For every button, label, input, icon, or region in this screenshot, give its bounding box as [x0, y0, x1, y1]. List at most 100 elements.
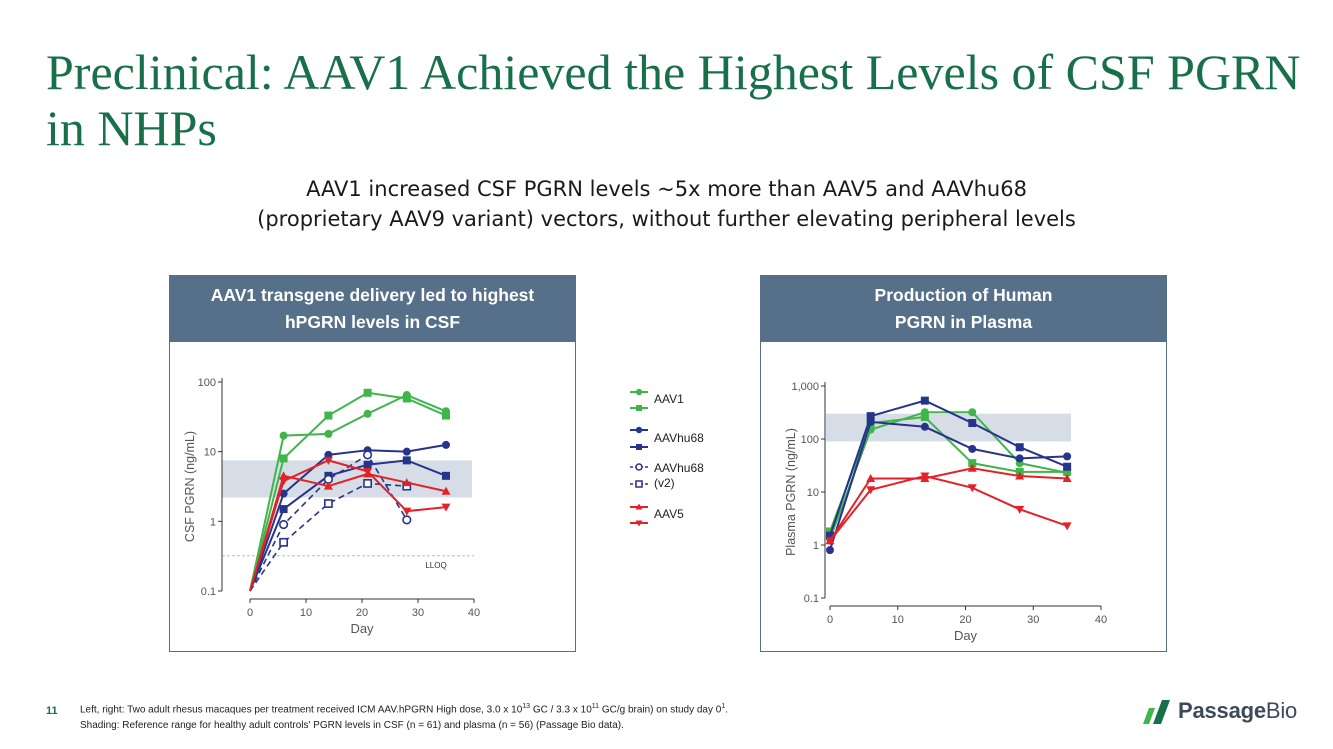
lloq-label: LLOQ — [425, 561, 446, 570]
x-axis-label: Day — [350, 621, 374, 636]
data-point — [402, 507, 412, 516]
y-tick-label: 1,000 — [791, 381, 819, 393]
data-point — [866, 473, 876, 482]
footnote-line-2: Shading: Reference range for healthy adu… — [80, 720, 624, 732]
data-point — [920, 472, 930, 481]
y-tick-label: 100 — [801, 434, 819, 446]
series-line — [249, 472, 447, 592]
data-point — [442, 471, 450, 480]
legend-label-aavhu68: AAVhu68 — [654, 431, 704, 445]
x-tick-label: 30 — [1027, 614, 1039, 626]
data-point — [826, 527, 834, 536]
data-point — [363, 467, 373, 476]
series-line — [829, 420, 1068, 551]
data-point — [402, 394, 411, 403]
legend-aav5-symbols — [630, 503, 648, 527]
data-point — [363, 460, 372, 469]
data-point — [968, 444, 977, 453]
footnote-line-1-d: . — [725, 704, 729, 716]
series-line — [249, 391, 447, 592]
data-point — [967, 484, 977, 493]
csf-chart-panel: AAV1 transgene delivery led to highest h… — [169, 275, 576, 652]
x-tick-label: 0 — [827, 614, 833, 626]
data-point — [279, 454, 288, 463]
data-point — [826, 546, 834, 555]
data-point — [968, 408, 977, 417]
plasma-chart-title-line-1: Production of Human — [874, 285, 1053, 305]
data-point — [968, 459, 977, 468]
csf-chart-header: AAV1 transgene delivery led to highest h… — [170, 276, 575, 342]
data-point — [323, 456, 333, 465]
data-point — [1015, 471, 1025, 480]
data-point — [442, 411, 450, 420]
y-axis-label: CSF PGRN (ng/mL) — [183, 431, 197, 542]
y-tick-label: 10 — [807, 487, 819, 499]
footnote-sup-1: 13 — [522, 703, 531, 710]
slide-title: Preclinical: AAV1 Achieved the Highest L… — [46, 44, 1301, 156]
series-line — [249, 459, 447, 592]
footnote-line-1-b: GC / 3.3 x 10 — [530, 704, 592, 716]
logo-text-passage: Passage — [1178, 698, 1266, 723]
data-point — [1015, 443, 1024, 452]
subtitle-line-1: AAV1 increased CSF PGRN levels ~5x more … — [306, 177, 1027, 201]
page-number: 11 — [46, 705, 58, 717]
data-point — [278, 519, 289, 530]
data-point — [866, 412, 875, 421]
x-tick-label: 20 — [959, 614, 971, 626]
series-line — [249, 393, 447, 592]
data-point — [279, 431, 288, 440]
data-point — [441, 486, 451, 495]
csf-chart-title-line-2: hPGRN levels in CSF — [284, 312, 461, 332]
data-point — [402, 447, 411, 456]
x-tick-label: 0 — [247, 607, 253, 619]
plasma-chart-header: Production of Human PGRN in Plasma — [761, 276, 1166, 342]
x-tick-label: 10 — [892, 614, 904, 626]
series-line — [829, 475, 1068, 542]
data-point — [323, 481, 333, 490]
footnote-line-1-c: GC/g brain) on study day 0 — [599, 704, 722, 716]
data-point — [279, 505, 288, 514]
plasma-chart: 0.1 1 10 100 1,000 0 10 20 30 40 Day Plasma PGRN (n… — [784, 381, 1107, 643]
series-line — [829, 467, 1068, 542]
y-axis-label: Plasma PGRN (ng/mL) — [784, 428, 798, 556]
data-point — [1063, 462, 1072, 471]
data-point — [324, 499, 333, 508]
data-point — [920, 413, 929, 422]
x-tick-label: 40 — [468, 607, 480, 619]
data-point — [324, 429, 333, 438]
y-tick-label: 10 — [204, 447, 216, 459]
data-point — [402, 478, 412, 487]
footnote-sup-2: 11 — [591, 703, 600, 710]
plasma-chart-panel: Production of Human PGRN in Plasma 0.1 1 1… — [760, 275, 1167, 652]
x-axis-label: Day — [954, 628, 978, 643]
y-tick-label: 100 — [198, 377, 216, 389]
data-point — [279, 471, 289, 480]
data-point — [279, 489, 288, 498]
data-point — [363, 479, 372, 488]
data-point — [402, 515, 412, 525]
series-line — [249, 459, 447, 592]
data-point — [324, 411, 333, 420]
csf-chart-title-line-1: AAV1 transgene delivery led to highest — [210, 285, 535, 305]
x-tick-label: 30 — [412, 607, 424, 619]
data-point — [442, 440, 450, 449]
x-tick-label: 10 — [300, 607, 312, 619]
series-line — [249, 443, 447, 592]
y-tick-label: 0.1 — [201, 586, 216, 598]
legend-label-aavhu68-v2-line-1: AAVhu68 — [654, 461, 704, 475]
data-point — [279, 477, 289, 486]
footnote-sup-3: 1 — [721, 703, 726, 710]
legend-label-aav5: AAV5 — [654, 507, 684, 521]
data-point — [1015, 454, 1024, 463]
passage-bio-logo-icon — [1143, 700, 1170, 724]
data-point — [1063, 452, 1072, 461]
data-point — [1063, 467, 1072, 476]
footnote-line-1: Left, right: Two adult rhesus macaques p… — [80, 699, 728, 718]
data-point — [324, 450, 333, 459]
data-point — [967, 463, 977, 472]
data-point — [363, 450, 373, 460]
legend-label-aav1: AAV1 — [654, 392, 684, 406]
series-line — [829, 399, 1068, 536]
data-point — [1015, 505, 1025, 514]
plasma-chart-title-line-2: PGRN in Plasma — [894, 312, 1033, 332]
